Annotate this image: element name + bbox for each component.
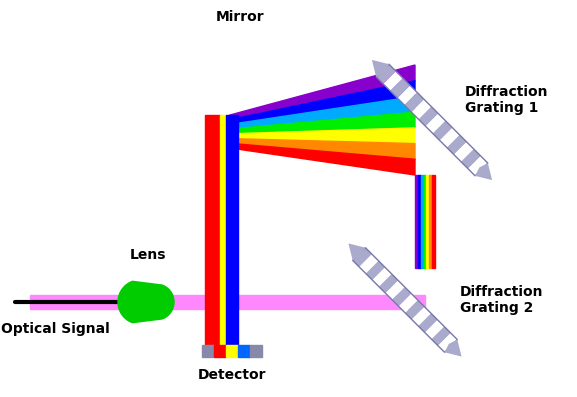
Polygon shape (426, 114, 445, 133)
Polygon shape (230, 81, 415, 124)
Bar (30, 295, 425, 309)
Bar (424, 175, 426, 268)
Polygon shape (392, 287, 411, 306)
Polygon shape (475, 163, 492, 180)
Bar (432, 175, 435, 268)
Polygon shape (438, 333, 458, 352)
Bar (205, 115, 220, 345)
Bar (238, 345, 250, 357)
Polygon shape (230, 128, 415, 144)
Bar (426, 175, 429, 268)
Polygon shape (230, 96, 415, 129)
Polygon shape (372, 60, 389, 77)
Polygon shape (399, 294, 418, 313)
Polygon shape (418, 106, 439, 126)
Polygon shape (425, 320, 444, 339)
Polygon shape (454, 142, 474, 162)
Polygon shape (411, 100, 431, 119)
Bar (214, 345, 226, 357)
Polygon shape (447, 135, 467, 155)
Bar (250, 345, 262, 357)
Polygon shape (366, 261, 385, 280)
Polygon shape (390, 78, 410, 98)
Polygon shape (432, 326, 451, 346)
Polygon shape (230, 143, 415, 175)
Bar (220, 115, 226, 345)
Polygon shape (376, 64, 396, 84)
Polygon shape (353, 248, 372, 267)
Polygon shape (440, 128, 459, 148)
Bar (421, 175, 424, 268)
Bar (418, 175, 421, 268)
Polygon shape (418, 313, 437, 333)
Polygon shape (379, 274, 398, 293)
Text: Detector: Detector (198, 368, 266, 382)
Text: Optical Signal: Optical Signal (1, 322, 110, 336)
Polygon shape (230, 65, 415, 120)
Text: Diffraction
Grating 2: Diffraction Grating 2 (460, 285, 544, 315)
Polygon shape (230, 139, 415, 159)
Polygon shape (461, 149, 481, 169)
Polygon shape (468, 156, 488, 176)
Polygon shape (383, 71, 403, 91)
Bar (226, 115, 238, 345)
Text: Mirror: Mirror (216, 10, 264, 24)
Polygon shape (412, 307, 431, 326)
Polygon shape (230, 112, 415, 134)
Polygon shape (404, 93, 424, 112)
Bar (415, 175, 418, 268)
Polygon shape (349, 243, 365, 260)
Polygon shape (118, 281, 174, 323)
Bar (202, 345, 214, 357)
Bar (226, 345, 238, 357)
Bar (429, 175, 432, 268)
Text: Lens: Lens (130, 248, 166, 262)
Polygon shape (445, 339, 462, 357)
Polygon shape (359, 254, 379, 274)
Polygon shape (433, 121, 452, 141)
Polygon shape (372, 267, 392, 287)
Polygon shape (385, 281, 405, 300)
Polygon shape (398, 85, 417, 105)
Text: Diffraction
Grating 1: Diffraction Grating 1 (465, 85, 549, 115)
Polygon shape (405, 300, 425, 320)
